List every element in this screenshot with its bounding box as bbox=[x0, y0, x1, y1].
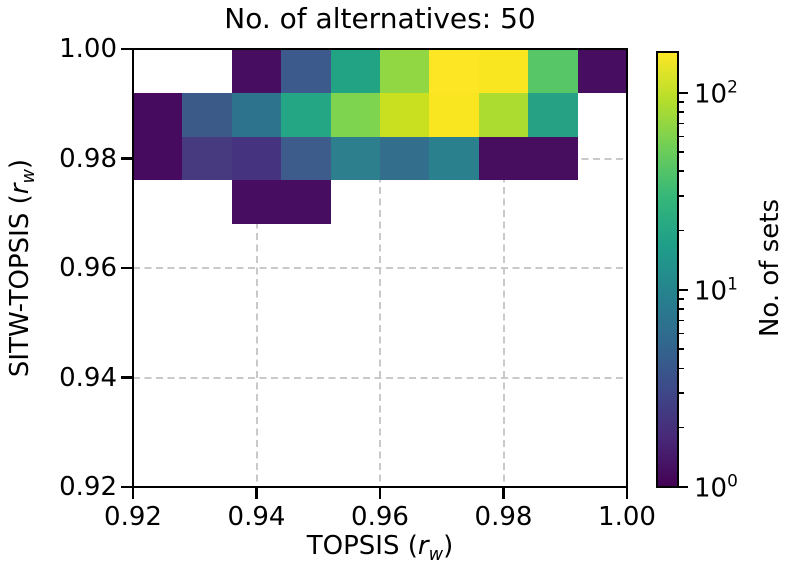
x-axis-label-var: r bbox=[417, 531, 429, 561]
colorbar-gradient bbox=[657, 52, 678, 487]
colorbar-minor-tick bbox=[678, 122, 684, 125]
colorbar-major-tick bbox=[678, 485, 688, 489]
colorbar-tick-label: 101 bbox=[694, 274, 738, 307]
heatmap-cell bbox=[479, 49, 528, 93]
colorbar: 102 101 100 bbox=[656, 51, 738, 503]
x-axis-label-close: ) bbox=[443, 531, 454, 561]
x-tick-label: 1.00 bbox=[598, 502, 656, 532]
gridline-horizontal bbox=[133, 376, 627, 379]
heatmap-cell bbox=[380, 49, 429, 93]
y-tick-mark bbox=[121, 157, 133, 160]
heatmap-cell bbox=[133, 137, 182, 180]
heatmap-cell bbox=[232, 93, 281, 137]
heatmap-cell bbox=[281, 137, 331, 180]
colorbar-label: No. of sets bbox=[755, 198, 785, 338]
heatmap-cell bbox=[429, 49, 479, 93]
y-tick-label: 1.00 bbox=[59, 34, 117, 64]
colorbar-minor-tick bbox=[678, 111, 684, 113]
y-tick-mark bbox=[121, 47, 133, 51]
colorbar-minor-tick bbox=[678, 367, 684, 370]
y-tick-label: 0.94 bbox=[59, 362, 117, 393]
y-tick-label: 0.98 bbox=[59, 143, 117, 174]
colorbar-minor-tick bbox=[678, 195, 684, 197]
heatmap-cell bbox=[232, 49, 281, 93]
x-tick-mark bbox=[625, 487, 629, 499]
y-tick-mark bbox=[121, 266, 133, 270]
colorbar-tick-exponent: 1 bbox=[727, 273, 738, 294]
y-tick-mark bbox=[121, 485, 133, 489]
x-tick-mark bbox=[378, 487, 382, 499]
colorbar-tick-base: 10 bbox=[694, 79, 728, 110]
colorbar-minor-tick bbox=[678, 298, 684, 300]
colorbar-major-tick bbox=[678, 91, 688, 95]
colorbar-tick-exponent: 2 bbox=[727, 76, 738, 97]
heatmap-cell bbox=[331, 49, 380, 93]
y-axis-label-text: SITW-TOPSIS ( bbox=[4, 194, 35, 378]
heatmap-cell bbox=[281, 180, 331, 224]
x-tick-label: 0.94 bbox=[227, 502, 286, 532]
x-tick-label: 0.98 bbox=[474, 502, 533, 532]
colorbar-minor-tick bbox=[678, 151, 684, 153]
colorbar-tick-label: 102 bbox=[694, 76, 738, 109]
colorbar-tick-base: 10 bbox=[694, 276, 728, 307]
colorbar-minor-tick bbox=[678, 135, 684, 138]
heatmap-cell bbox=[429, 137, 479, 180]
colorbar-major-tick bbox=[678, 288, 688, 292]
chart-title: No. of alternatives: 50 bbox=[224, 2, 536, 35]
y-tick-label: 0.96 bbox=[59, 253, 117, 283]
heatmap-cell bbox=[281, 93, 331, 137]
colorbar-minor-tick bbox=[678, 100, 684, 103]
x-axis-label-sub: w bbox=[428, 545, 444, 566]
x-tick-mark bbox=[255, 487, 258, 499]
y-tick-label: 0.92 bbox=[59, 472, 117, 502]
heatmap-cell bbox=[380, 137, 429, 180]
heatmap-cell bbox=[479, 137, 528, 180]
colorbar-minor-tick bbox=[678, 170, 684, 172]
colorbar-minor-tick bbox=[678, 319, 684, 322]
colorbar-minor-tick bbox=[678, 426, 684, 429]
colorbar-tick-base: 10 bbox=[694, 473, 728, 504]
x-tick-mark bbox=[502, 487, 505, 499]
heatmap-cell bbox=[331, 93, 380, 137]
colorbar-minor-tick bbox=[678, 392, 684, 394]
colorbar-minor-tick bbox=[678, 348, 684, 351]
colorbar-minor-tick bbox=[678, 229, 684, 232]
colorbar-minor-tick bbox=[678, 332, 684, 335]
gridline-horizontal bbox=[133, 267, 627, 269]
heatmap-cell bbox=[479, 93, 528, 137]
heatmap-cell bbox=[133, 93, 182, 137]
heatmap-cell bbox=[528, 93, 578, 137]
plot-area: 0.92 0.94 0.96 0.98 1.00 1.00 0.98 0.96 0.94 0.92 bbox=[59, 34, 656, 532]
x-tick-mark bbox=[131, 487, 135, 499]
heatmap-cell bbox=[331, 137, 380, 180]
colorbar-frame bbox=[656, 51, 679, 488]
colorbar-minor-tick bbox=[678, 308, 684, 310]
heatmap-cell bbox=[528, 49, 578, 93]
heatmap-cell bbox=[182, 93, 232, 137]
heatmap-cell bbox=[578, 49, 627, 93]
heatmap-cell bbox=[281, 49, 331, 93]
x-tick-label: 0.92 bbox=[104, 502, 162, 532]
heatmap-cell bbox=[429, 93, 479, 137]
y-axis-label-var: r bbox=[4, 183, 35, 195]
x-axis-label-text: TOPSIS ( bbox=[306, 531, 418, 561]
heatmap-cell bbox=[232, 137, 281, 180]
heatmap-cell bbox=[182, 137, 232, 180]
heatmap-cell bbox=[528, 137, 578, 180]
colorbar-tick-exponent: 0 bbox=[727, 470, 738, 491]
y-tick-mark bbox=[121, 376, 133, 379]
x-tick-label: 0.96 bbox=[351, 502, 409, 532]
heatmap-cell bbox=[232, 180, 281, 224]
heatmap-cell bbox=[380, 93, 429, 137]
colorbar-tick-label: 100 bbox=[694, 471, 738, 504]
x-axis-label: TOPSIS (rw) bbox=[133, 531, 627, 565]
